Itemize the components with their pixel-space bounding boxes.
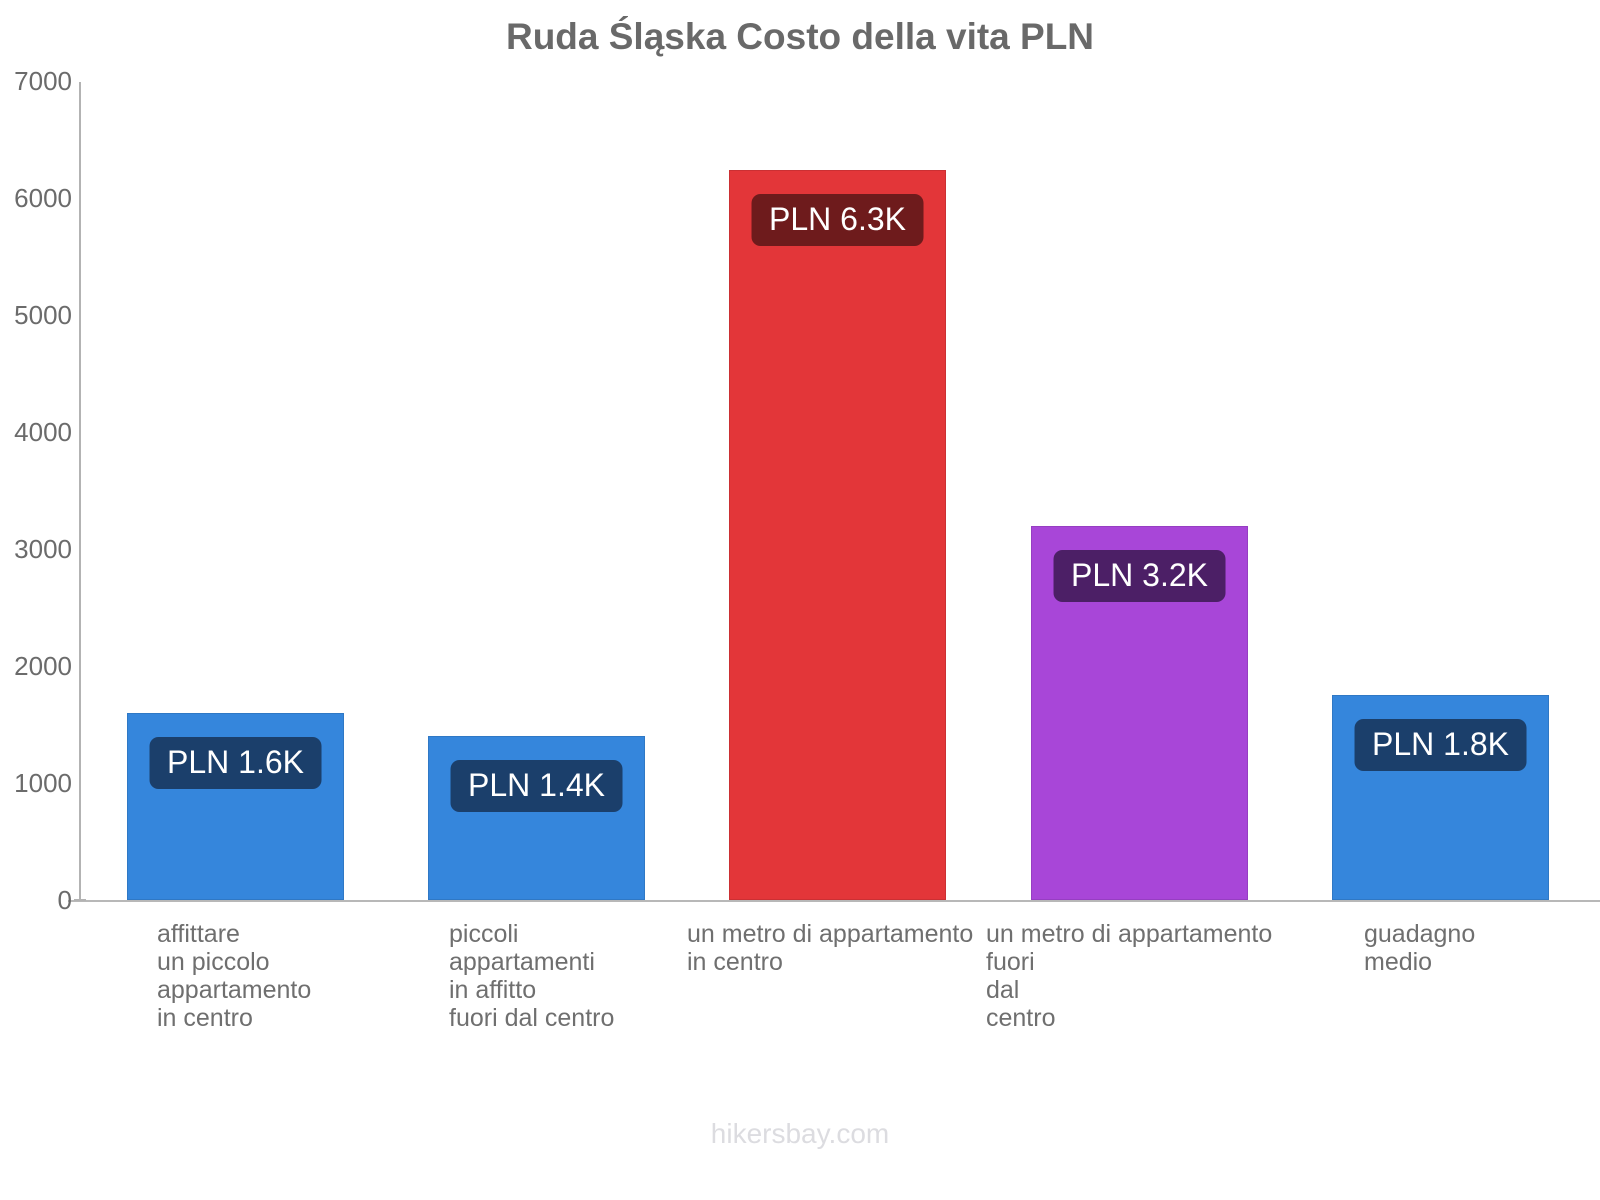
x-category-label-2: piccoli appartamenti in affitto fuori da… <box>449 920 615 1032</box>
x-category-label-3: un metro di appartamento in centro <box>687 920 974 976</box>
y-tick-label-4000: 4000 <box>14 417 72 447</box>
y-tick-mark-4000 <box>74 432 86 434</box>
x-category-label-4: un metro di appartamento fuori dal centr… <box>986 920 1273 1032</box>
y-tick-label-3000: 3000 <box>14 534 72 564</box>
y-tick-mark-0 <box>74 899 86 901</box>
footer-credit: hikersbay.com <box>710 1118 890 1149</box>
bar-rect[interactable] <box>729 170 946 900</box>
bar-value-label-2: PLN 1.4K <box>450 760 623 812</box>
y-axis-line <box>79 82 81 900</box>
y-tick-label-6000: 6000 <box>14 183 72 213</box>
bar-value-label-5: PLN 1.8K <box>1354 719 1527 771</box>
y-tick-mark-3000 <box>74 548 86 550</box>
y-tick-label-7000: 7000 <box>14 66 72 96</box>
chart-title: Ruda Śląska Costo della vita PLN <box>505 16 1095 57</box>
bar-un-metro-di-appartamento-in-centro[interactable] <box>729 170 946 900</box>
y-tick-mark-1000 <box>74 782 86 784</box>
y-tick-mark-6000 <box>74 198 86 200</box>
x-axis-line <box>68 900 1600 902</box>
x-category-label-5: guadagno medio <box>1364 920 1476 976</box>
y-tick-label-0: 0 <box>57 885 72 915</box>
y-tick-mark-7000 <box>74 81 86 83</box>
bar-value-label-4: PLN 3.2K <box>1053 550 1226 602</box>
y-tick-label-2000: 2000 <box>14 651 72 681</box>
bar-value-label-1: PLN 1.6K <box>149 737 322 789</box>
bar-value-label-3: PLN 6.3K <box>751 194 924 246</box>
x-category-label-1: affittare un piccolo appartamento in cen… <box>157 920 312 1032</box>
y-tick-mark-5000 <box>74 315 86 317</box>
y-tick-mark-2000 <box>74 665 86 667</box>
y-tick-label-5000: 5000 <box>14 300 72 330</box>
y-tick-label-1000: 1000 <box>14 768 72 798</box>
